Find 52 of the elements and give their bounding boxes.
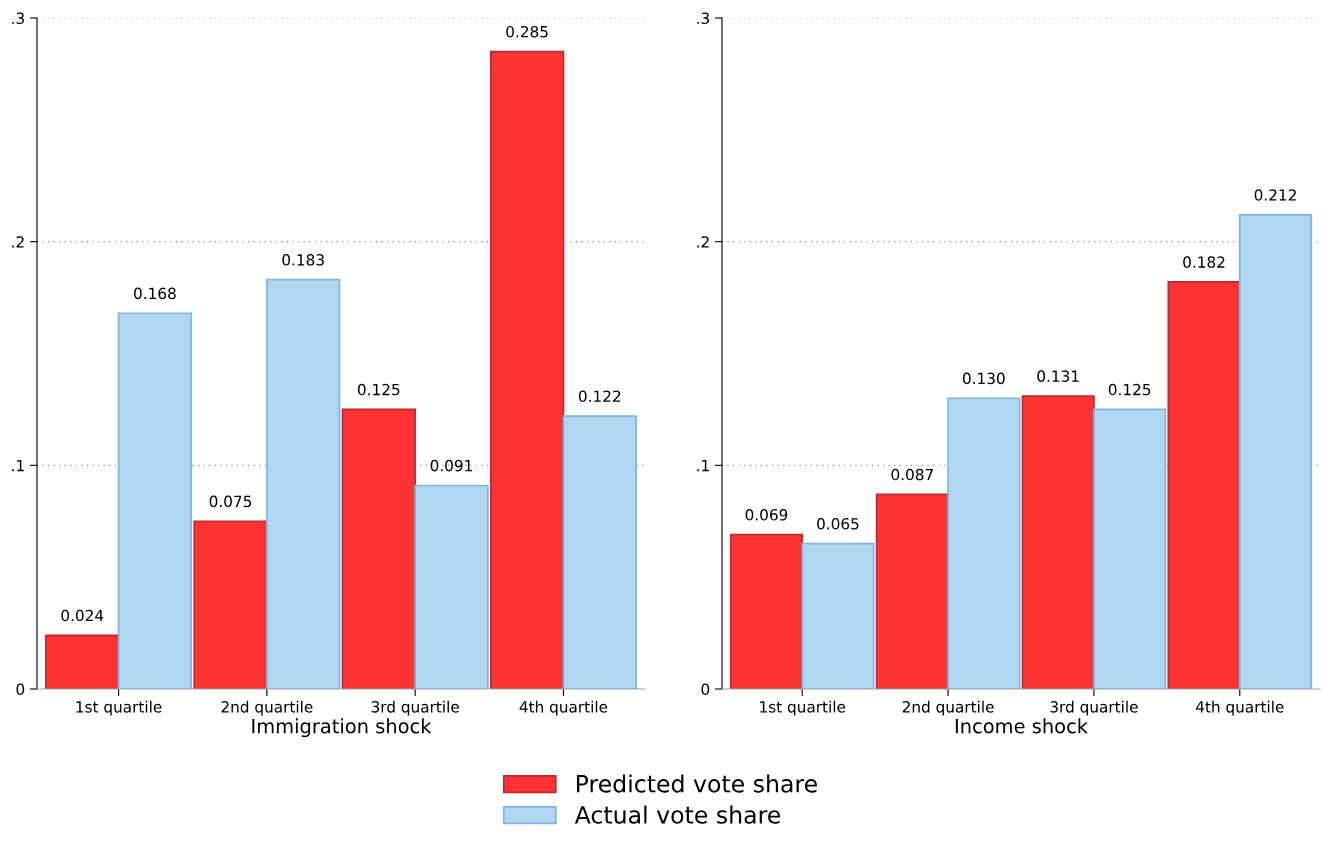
data-label: 0.075 — [209, 495, 252, 508]
x-axis-title: Income shock — [955, 718, 1088, 734]
data-label: 0.131 — [1037, 370, 1079, 382]
data-label: 0.125 — [1108, 383, 1151, 396]
bar — [1167, 281, 1241, 689]
y-tick-label: 0 — [701, 683, 710, 696]
bar — [45, 634, 120, 689]
y-tick-label: .2 — [12, 236, 24, 248]
data-label: 0.069 — [745, 509, 788, 521]
data-label: 0.182 — [1183, 256, 1225, 268]
bar — [801, 542, 875, 689]
data-label: 0.122 — [578, 390, 621, 403]
data-label: 0.125 — [357, 383, 400, 396]
data-label: 0.130 — [962, 372, 1005, 385]
x-tick-label: 1st quartile — [760, 700, 846, 716]
bar — [266, 278, 341, 689]
legend-label: Predicted vote share — [576, 774, 817, 793]
data-label: 0.285 — [506, 25, 548, 38]
bar — [414, 484, 489, 689]
x-tick-label: 4th quartile — [519, 700, 608, 716]
legend-label: Actual vote share — [574, 805, 781, 824]
y-tick-label: .3 — [12, 12, 24, 25]
bar — [1093, 408, 1167, 689]
bar — [193, 520, 268, 689]
data-label: 0.065 — [817, 517, 859, 530]
y-tick-label: 0 — [16, 683, 25, 696]
data-label: 0.168 — [134, 287, 176, 300]
bar — [947, 397, 1021, 689]
bar — [1021, 395, 1095, 689]
bar — [875, 493, 949, 689]
x-tick-label: 1st quartile — [76, 700, 162, 716]
x-axis-title: Immigration shock — [252, 718, 432, 738]
y-tick-label: .2 — [697, 236, 709, 248]
bar — [729, 533, 804, 689]
y-tick-label: .1 — [697, 460, 709, 472]
bar — [489, 50, 565, 689]
data-label: 0.183 — [282, 254, 324, 266]
x-tick-label: 3rd quartile — [1050, 700, 1138, 716]
y-tick-label: .1 — [12, 460, 24, 472]
x-tick-label: 3rd quartile — [371, 700, 459, 716]
bar — [341, 408, 416, 689]
data-label: 0.091 — [430, 459, 472, 472]
data-label: 0.024 — [61, 609, 104, 622]
y-tick-label: .3 — [697, 12, 709, 25]
bar — [117, 312, 193, 689]
bar — [562, 415, 637, 689]
x-tick-label: 2nd quartile — [902, 700, 994, 716]
x-tick-label: 2nd quartile — [221, 700, 313, 716]
x-tick-label: 4th quartile — [1195, 700, 1284, 716]
bar — [1238, 213, 1313, 689]
data-label: 0.212 — [1254, 189, 1296, 201]
data-label: 0.087 — [891, 468, 933, 481]
